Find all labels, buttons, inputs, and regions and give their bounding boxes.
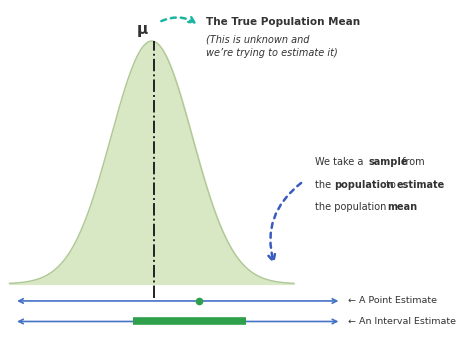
Text: mean: mean — [387, 202, 418, 212]
Text: ← An Interval Estimate: ← An Interval Estimate — [348, 317, 456, 326]
Text: from: from — [399, 157, 425, 168]
Text: sample: sample — [368, 157, 408, 168]
Text: μ: μ — [137, 22, 148, 37]
Text: the: the — [315, 180, 335, 190]
Text: estimate: estimate — [397, 180, 445, 190]
Text: ← A Point Estimate: ← A Point Estimate — [348, 297, 438, 305]
Text: to: to — [383, 180, 399, 190]
Text: (This is unknown and
we’re trying to estimate it): (This is unknown and we’re trying to est… — [206, 34, 338, 58]
Text: the population: the population — [315, 202, 390, 212]
Text: The True Population Mean: The True Population Mean — [206, 17, 360, 27]
Text: We take a: We take a — [315, 157, 367, 168]
Text: population: population — [334, 180, 394, 190]
